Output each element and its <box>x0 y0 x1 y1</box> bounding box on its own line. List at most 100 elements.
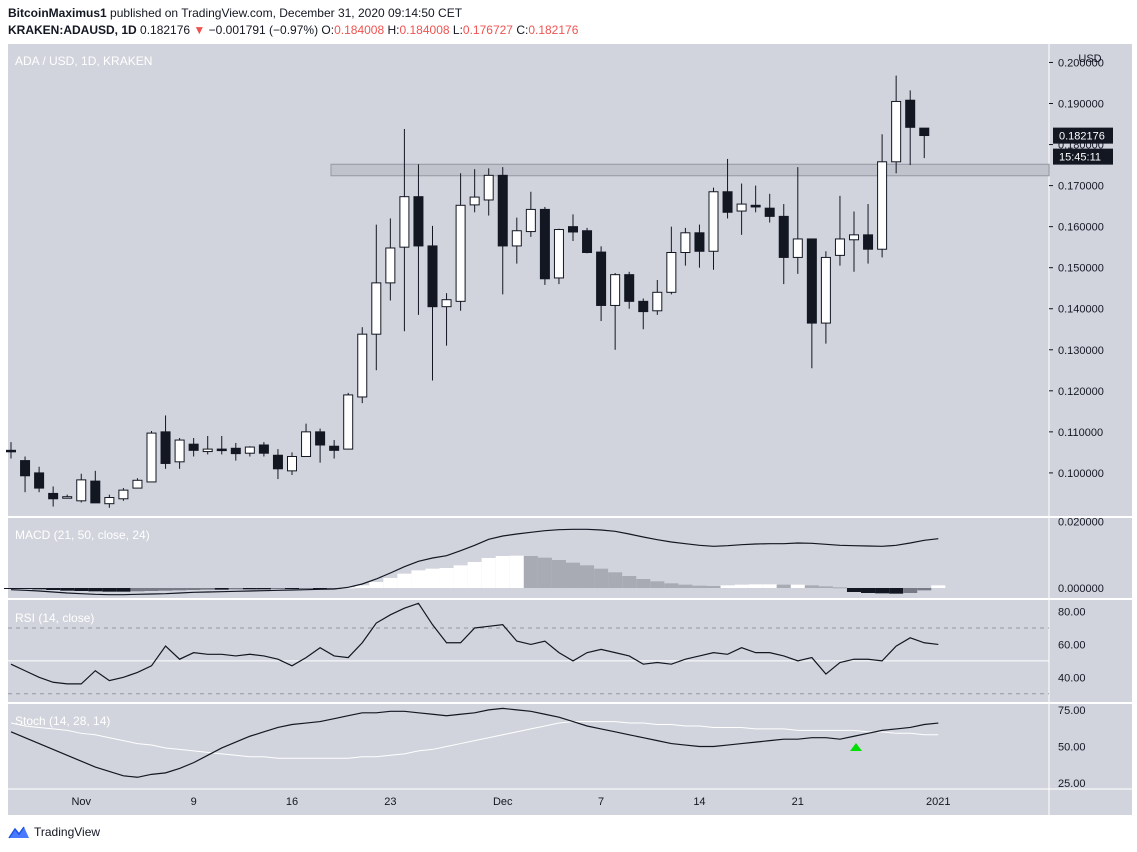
candle-body <box>455 204 466 302</box>
candle-body <box>849 234 859 241</box>
candle-body <box>638 300 649 313</box>
candle-body <box>722 191 733 213</box>
macd-histogram-bar <box>313 588 328 589</box>
price-tick-label: 0.170000 <box>1058 181 1104 193</box>
macd-histogram-bar <box>467 562 482 588</box>
macd-line <box>10 528 939 596</box>
macd-histogram-bar <box>650 581 665 588</box>
candle-body <box>258 444 269 454</box>
price-tick-label: 0.120000 <box>1058 386 1104 398</box>
stoch-k-line <box>10 707 939 778</box>
candle-body <box>62 496 73 499</box>
candle-body <box>174 439 185 463</box>
time-tick-label: 21 <box>792 796 804 808</box>
candle-body <box>708 191 719 252</box>
price-tick-label: 0.100000 <box>1058 468 1104 480</box>
candle-body <box>539 208 550 280</box>
rsi-tick-label: 80.00 <box>1058 607 1086 619</box>
macd-histogram-bar <box>580 565 595 588</box>
macd-histogram-bar <box>889 588 904 594</box>
author-name[interactable]: BitcoinMaximus1 <box>8 6 107 20</box>
price-tick-label: 0.160000 <box>1058 222 1104 234</box>
time-tick-label: Nov <box>71 796 91 808</box>
time-tick-label: 2021 <box>926 796 950 808</box>
tradingview-brand[interactable]: TradingView <box>8 825 100 839</box>
macd-histogram-bar <box>46 588 61 590</box>
countdown-tag <box>1053 148 1113 165</box>
macd-histogram-bar <box>242 588 257 590</box>
ohlc-header: KRAKEN:ADAUSD, 1D 0.182176 ▼ −0.001791 (… <box>8 23 578 37</box>
candle-body <box>891 100 902 163</box>
candle-body <box>469 196 480 206</box>
macd-histogram-bar <box>903 588 918 593</box>
time-tick-label: 23 <box>384 796 396 808</box>
high-label: H: <box>387 23 400 37</box>
candle-body <box>820 256 831 324</box>
macd-histogram-bar <box>355 585 370 588</box>
candle-body <box>202 448 213 453</box>
macd-histogram-bar <box>509 555 524 588</box>
candle-body <box>652 291 663 312</box>
candle-body <box>343 394 354 450</box>
macd-histogram-bar <box>594 568 609 588</box>
open-value: 0.184008 <box>334 23 385 37</box>
macd-histogram-bar <box>565 562 581 588</box>
macd-histogram-bar <box>116 588 131 592</box>
macd-histogram-bar <box>397 573 412 588</box>
macd-histogram-bar <box>453 565 468 588</box>
macd-histogram-bar <box>228 588 243 590</box>
candle-body <box>834 238 845 256</box>
time-tick-label: 7 <box>598 796 604 808</box>
candle-body <box>118 489 129 500</box>
candle-body <box>919 127 930 137</box>
macd-histogram-bar <box>481 558 496 588</box>
current-price-label: 0.182176 <box>1059 131 1105 143</box>
price-axis-currency: USD <box>1078 53 1101 65</box>
macd-histogram-bar <box>706 586 721 588</box>
candle-body <box>553 229 564 279</box>
macd-histogram-bar <box>130 588 145 592</box>
macd-histogram-bar <box>158 588 173 591</box>
change-value: −0.001791 (−0.97%) <box>208 23 319 37</box>
macd-histogram-bar <box>172 588 187 591</box>
high-value: 0.184008 <box>399 23 450 37</box>
macd-histogram-bar <box>18 588 33 589</box>
macd-histogram-bar <box>622 576 637 588</box>
price-tick-label: 0.140000 <box>1058 304 1104 316</box>
time-axis-background <box>8 789 1049 815</box>
macd-histogram-bar <box>931 585 946 588</box>
macd-histogram-bar <box>270 588 285 589</box>
candle-body <box>877 161 888 250</box>
macd-tick-label: 0.020000 <box>1058 516 1104 528</box>
countdown-label: 15:45:11 <box>1059 152 1101 164</box>
candle-body <box>315 431 326 446</box>
macd-histogram-bar <box>256 588 271 590</box>
candle-body <box>188 443 199 451</box>
candle-body <box>497 174 508 247</box>
tradingview-brand-text: TradingView <box>34 825 101 839</box>
candle-body <box>357 333 368 398</box>
macd-histogram-bar <box>186 588 201 590</box>
rsi-tick-label: 40.00 <box>1058 672 1086 684</box>
candle-body <box>666 252 677 293</box>
candle-body <box>792 238 803 258</box>
resistance-zone <box>330 163 1050 177</box>
candle-body <box>694 232 705 252</box>
candle-body <box>582 230 593 254</box>
published-text: published on TradingView.com, December 3… <box>110 6 463 20</box>
stoch-tick-label: 75.00 <box>1058 705 1086 717</box>
price-tick-label: 0.190000 <box>1058 99 1104 111</box>
macd-histogram-bar <box>200 588 215 590</box>
price-tick-label: 0.130000 <box>1058 345 1104 357</box>
candle-body <box>146 432 157 483</box>
candle-body <box>48 492 59 500</box>
candle-body <box>511 230 522 247</box>
candle-body <box>329 445 340 451</box>
macd-histogram-bar <box>861 588 876 593</box>
candle-body <box>244 446 255 454</box>
macd-histogram-bar <box>299 588 314 589</box>
macd-histogram-bar <box>495 556 510 588</box>
time-tick-label: 14 <box>693 796 705 808</box>
macd-histogram-bar <box>832 587 847 589</box>
